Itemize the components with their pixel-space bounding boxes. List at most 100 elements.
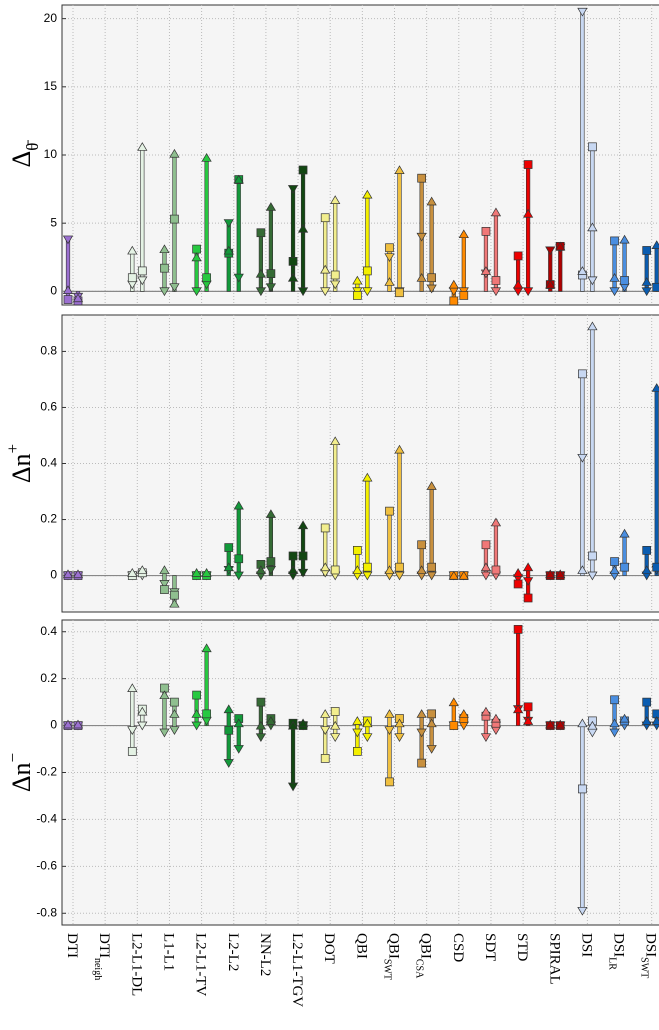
triangle-down-marker	[426, 571, 437, 581]
stem	[365, 194, 370, 292]
square-marker	[652, 709, 659, 719]
square-marker	[202, 709, 211, 719]
triangle-up-marker	[426, 196, 437, 206]
triangle-down-marker	[320, 287, 331, 297]
x-label-base: DSI	[611, 933, 627, 957]
square-marker	[481, 540, 491, 550]
triangle-up-marker	[512, 279, 524, 289]
triangle-up-marker	[320, 709, 331, 718]
stem	[397, 169, 402, 294]
triangle-up-marker	[609, 272, 620, 282]
triangle-up-marker	[609, 718, 620, 728]
triangle-down-marker	[233, 571, 244, 581]
square-marker	[224, 725, 234, 735]
triangle-up-marker	[555, 719, 566, 729]
triangle-down-marker	[490, 287, 502, 297]
stem	[258, 701, 264, 738]
triangle-up-marker	[72, 293, 84, 303]
triangle-down-marker	[137, 721, 148, 731]
triangle-up-marker	[191, 709, 202, 718]
triangle-down-marker	[394, 571, 405, 581]
triangle-up-marker	[490, 713, 502, 723]
x-tick-label: SPIRAL	[546, 933, 562, 985]
y-label-base: Δ	[7, 151, 36, 168]
triangle-down-marker	[577, 453, 588, 463]
triangle-up-marker	[545, 569, 556, 579]
triangle-up-marker	[233, 718, 244, 728]
triangle-up-marker	[480, 706, 492, 716]
triangle-up-marker	[287, 565, 299, 574]
square-marker	[224, 543, 234, 552]
triangle-down-marker	[587, 276, 598, 286]
square-marker	[160, 263, 169, 273]
square-marker	[427, 562, 436, 572]
square-marker	[363, 562, 372, 572]
triangle-up-marker	[426, 481, 437, 490]
square-marker	[160, 585, 169, 594]
x-label-sub: LR	[607, 957, 618, 970]
triangle-up-marker	[137, 142, 148, 151]
stem	[580, 11, 585, 292]
square-marker	[588, 551, 597, 561]
triangle-up-marker	[169, 598, 180, 608]
stem	[580, 373, 585, 576]
triangle-down-marker	[287, 782, 299, 792]
x-tick-label: QBICSA	[414, 933, 434, 979]
triangle-up-marker	[330, 195, 341, 204]
square-marker	[353, 747, 362, 756]
triangle-down-marker	[609, 287, 620, 297]
square-marker	[523, 160, 533, 169]
square-marker	[137, 266, 147, 276]
stem	[323, 217, 328, 292]
triangle-up-marker	[352, 275, 363, 285]
square-marker	[620, 276, 629, 285]
y-axis-label: Δn+	[3, 444, 36, 483]
triangle-up-marker	[320, 562, 331, 572]
triangle-up-marker	[609, 565, 620, 574]
triangle-down-marker	[330, 280, 341, 290]
square-marker	[170, 590, 179, 600]
triangle-up-marker	[587, 321, 598, 331]
triangle-up-marker	[416, 272, 427, 282]
triangle-up-marker	[159, 244, 170, 254]
stem	[590, 146, 595, 292]
stem	[226, 708, 231, 764]
y-tick-label: -0.6	[36, 859, 57, 873]
triangle-down-marker	[223, 759, 234, 768]
square-marker	[491, 565, 501, 575]
square-marker	[192, 690, 201, 700]
square-marker	[330, 565, 340, 575]
square-marker	[127, 747, 137, 756]
triangle-down-marker	[159, 728, 170, 738]
square-marker	[127, 273, 137, 283]
stem	[612, 240, 617, 292]
square-marker	[385, 506, 394, 516]
y-tick-label: 0.6	[40, 400, 57, 414]
x-tick-label: DOT	[321, 933, 337, 964]
y-label-sub: θ̄	[23, 140, 42, 151]
triangle-up-marker	[426, 718, 437, 728]
stem	[654, 387, 659, 576]
y-tick-label: 15	[44, 79, 58, 93]
triangle-up-marker	[297, 520, 309, 530]
triangle-up-marker	[384, 709, 395, 718]
square-marker	[385, 777, 394, 787]
triangle-up-marker	[255, 565, 267, 574]
stem	[365, 477, 370, 576]
stem	[130, 687, 135, 752]
triangle-up-marker	[394, 718, 405, 728]
triangle-down-marker	[522, 577, 534, 586]
x-label-sub: SWT	[382, 959, 393, 980]
stem	[236, 505, 241, 576]
y-tick-label: 0.8	[40, 344, 57, 358]
x-tick-label: STD	[514, 933, 530, 962]
square-marker	[170, 214, 179, 224]
triangle-up-marker	[480, 266, 492, 275]
triangle-up-marker	[641, 565, 652, 574]
triangle-down-marker	[426, 284, 437, 294]
triangle-up-marker	[577, 718, 588, 728]
triangle-up-marker	[522, 716, 534, 725]
square-marker	[353, 291, 362, 300]
triangle-down-marker	[384, 253, 395, 263]
y-tick-label: -0.2	[36, 765, 57, 779]
